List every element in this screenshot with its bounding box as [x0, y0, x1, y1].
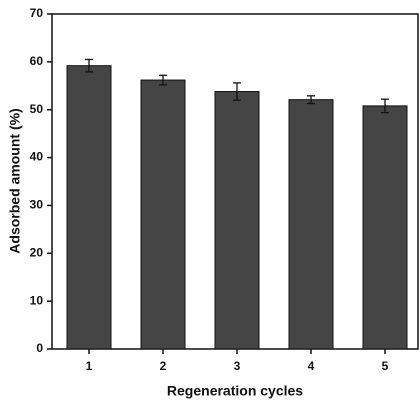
x-tick-label: 3	[234, 359, 241, 373]
bar	[362, 105, 408, 350]
y-tick-label: 70	[30, 6, 44, 20]
x-tick-label: 2	[160, 359, 167, 373]
y-tick-label: 10	[30, 293, 44, 307]
error-bar	[381, 98, 389, 114]
y-tick-label: 0	[36, 341, 43, 355]
bar	[288, 99, 334, 350]
error-bar	[85, 58, 93, 73]
x-tick-label: 5	[382, 359, 389, 373]
x-tick-label: 4	[308, 359, 315, 373]
bar	[214, 91, 260, 350]
error-bar	[159, 74, 167, 86]
y-tick-label: 30	[30, 198, 44, 212]
y-tick-label: 60	[30, 54, 44, 68]
error-bar	[307, 95, 315, 105]
y-tick-label: 20	[30, 245, 44, 259]
x-axis-title: Regeneration cycles	[167, 383, 303, 399]
y-axis-title: Adsorbed amount (%)	[7, 108, 23, 253]
x-tick-label: 1	[86, 359, 93, 373]
error-bar	[233, 82, 241, 101]
y-tick-label: 40	[30, 150, 44, 164]
bar	[140, 79, 186, 350]
y-tick-label: 50	[30, 102, 44, 116]
bar	[66, 65, 112, 350]
